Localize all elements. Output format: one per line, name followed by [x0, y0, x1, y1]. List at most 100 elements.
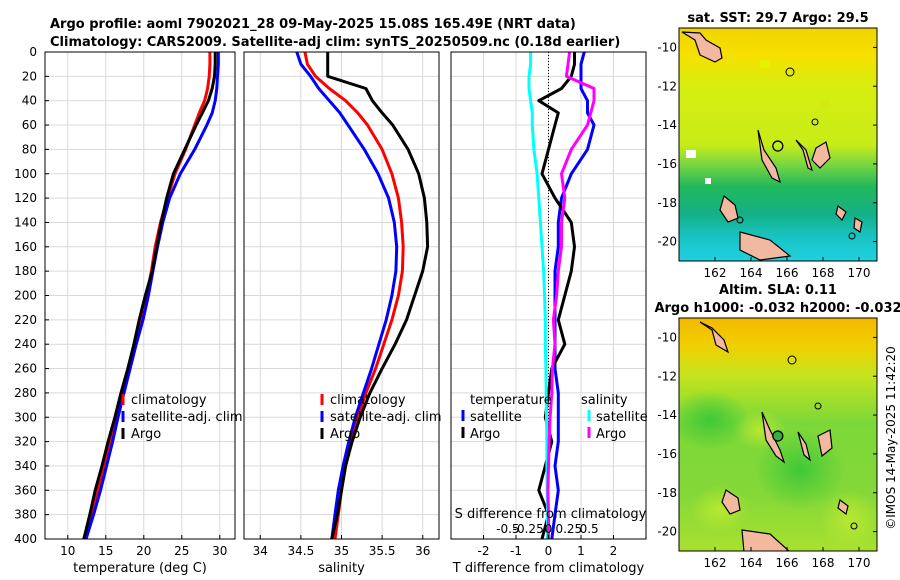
- x-tick-label-salinity-diff: -0.5: [496, 522, 519, 536]
- y-tick-label: 60: [22, 118, 37, 132]
- map-y-tick-label: -16: [657, 447, 677, 461]
- y-tick-label: 360: [14, 483, 37, 497]
- sst-speckle: [705, 178, 711, 184]
- sst-coastline: [739, 231, 792, 261]
- x-tick-label: 10: [60, 544, 75, 558]
- x-tick-label: 36: [415, 544, 430, 558]
- sst-coastline: [681, 31, 723, 63]
- sst-field: [679, 28, 877, 261]
- temperature-profile-panel: 10 15 20 25 30 temperature (deg C) 0 20 40 60 80 10…: [14, 45, 243, 576]
- x-tick-label: 20: [136, 544, 151, 558]
- sla-coastline: [699, 321, 730, 354]
- map-y-tick-label: -12: [657, 79, 677, 93]
- y-tick-label: 300: [14, 410, 37, 424]
- sla-anomaly: [679, 390, 750, 450]
- y-tick-label: 0: [29, 45, 37, 59]
- sla-anomaly: [734, 410, 786, 450]
- sla-map-title-line1: Altim. SLA: 0.11: [719, 283, 837, 298]
- sst-reef: [848, 232, 856, 240]
- legend-title-salinity: salinity: [581, 393, 628, 408]
- sla-coastline: [741, 529, 790, 551]
- x-tick-label: 1: [577, 544, 585, 558]
- sla-coastline: [797, 431, 812, 462]
- map-x-tick-label: 162: [704, 266, 727, 280]
- sst-map-frame: [678, 27, 878, 262]
- sla-reef: [814, 402, 822, 410]
- map-y-tick-label: -12: [657, 369, 677, 383]
- x-axis-label-salinity-diff: S difference from climatology: [455, 507, 647, 522]
- x-axis-label: salinity: [318, 561, 365, 576]
- y-tick-label: 220: [14, 313, 37, 327]
- sla-map-frame: [678, 317, 878, 552]
- map-x-tick-label: 164: [740, 556, 763, 570]
- series-line-argo: [326, 52, 430, 540]
- y-tick-label: 340: [14, 459, 37, 473]
- figure-title-line2: Climatology: CARS2009. Satellite-adj cli…: [50, 35, 620, 50]
- x-tick-label: 30: [212, 544, 227, 558]
- sla-map-title-line2: Argo h1000: -0.032 h2000: -0.032: [654, 301, 900, 316]
- sla-coastline: [721, 489, 741, 515]
- sst-speckle: [686, 150, 696, 158]
- sla-reef: [850, 522, 858, 530]
- sst-coastline: [719, 194, 739, 223]
- legend-label: climatology: [330, 393, 406, 408]
- legend-label: satellite: [470, 410, 522, 425]
- sst-reef: [811, 118, 819, 126]
- y-tick-label: 120: [14, 191, 37, 205]
- y-tick-label: 80: [22, 142, 37, 156]
- x-tick-label-salinity-diff: 0.5: [580, 522, 599, 536]
- sla-coastline: [817, 429, 833, 458]
- x-tick-label: 25: [174, 544, 189, 558]
- series-line-argo: [82, 52, 217, 540]
- x-tick-label-salinity-diff: 0.25: [555, 522, 582, 536]
- series-line-s-satellite: [527, 52, 549, 539]
- y-tick-label: 280: [14, 386, 37, 400]
- map-y-tick-label: -20: [657, 525, 677, 539]
- map-x-tick-label: 170: [848, 266, 871, 280]
- sla-anomaly: [820, 490, 877, 550]
- sst-map-title: sat. SST: 29.7 Argo: 29.5: [687, 11, 868, 26]
- x-tick-label: 34: [253, 544, 268, 558]
- sst-coastline: [757, 129, 781, 184]
- x-tick-label: -2: [478, 544, 490, 558]
- sst-speckle: [760, 60, 770, 68]
- legend-label: satellite-adj. clim: [131, 410, 243, 425]
- map-x-tick-label: 166: [776, 266, 799, 280]
- map-y-tick-label: -18: [657, 196, 677, 210]
- x-tick-label: 0: [545, 544, 553, 558]
- y-tick-label: 100: [14, 167, 37, 181]
- sst-coastline: [853, 217, 863, 233]
- x-axis-label: T difference from climatology: [452, 561, 645, 576]
- legend-label: Argo: [596, 427, 626, 442]
- sst-coastline: [795, 139, 813, 172]
- salinity-profile-panel: 34 34.5 35 35.5 36 salinity climatology satelli…: [243, 51, 442, 576]
- y-tick-label: 180: [14, 264, 37, 278]
- map-y-tick-label: -14: [657, 118, 677, 132]
- y-tick-label: 20: [22, 69, 37, 83]
- sst-speckle: [820, 100, 830, 108]
- y-tick-label: 380: [14, 508, 37, 522]
- map-x-tick-label: 164: [740, 266, 763, 280]
- y-tick-label: 240: [14, 337, 37, 351]
- y-tick-label: 140: [14, 215, 37, 229]
- map-x-tick-label: 168: [812, 266, 835, 280]
- legend-label: satellite-adj. clim: [330, 410, 442, 425]
- y-tick-label: 400: [14, 532, 37, 546]
- map-x-tick-label: 162: [704, 556, 727, 570]
- map-y-tick-label: -20: [657, 235, 677, 249]
- series-line-t-argo: [537, 52, 576, 540]
- x-tick-label: 34.5: [288, 544, 315, 558]
- sla-reef: [787, 355, 797, 365]
- map-y-tick-label: -16: [657, 157, 677, 171]
- legend-label: Argo: [330, 427, 360, 442]
- x-tick-label: 15: [98, 544, 113, 558]
- sst-map-panel: sat. SST: 29.7 Argo: 29.5 162 164 166 168 17…: [657, 11, 878, 280]
- sst-reef: [736, 216, 744, 224]
- map-x-tick-label: 166: [776, 556, 799, 570]
- sla-anomaly: [690, 486, 750, 534]
- x-tick-label: 35.5: [369, 544, 396, 558]
- y-tick-label: 200: [14, 289, 37, 303]
- legend-label: satellite: [596, 410, 648, 425]
- x-tick-label: 2: [610, 544, 618, 558]
